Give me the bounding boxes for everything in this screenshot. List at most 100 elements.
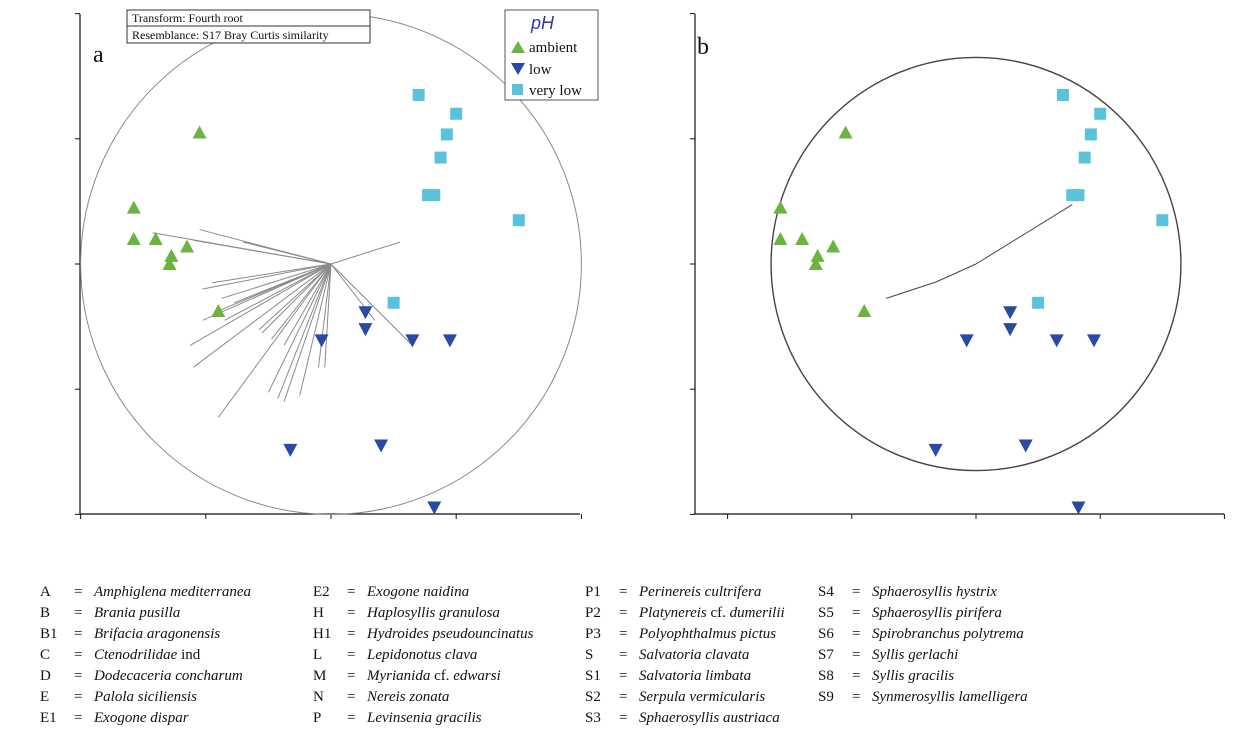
species-name: Serpula vermicularis <box>639 689 766 705</box>
vector-line <box>271 263 332 340</box>
species-code: P <box>313 710 322 726</box>
correlation-circle <box>770 56 1182 472</box>
equals-sign: = <box>347 668 356 684</box>
ambient-point <box>795 231 810 245</box>
vector-line <box>189 263 332 346</box>
low-point <box>1003 306 1018 320</box>
legend-very-low-marker <box>512 84 523 95</box>
species-code: A <box>40 584 51 600</box>
species-key-row: P1 = Perinereis cultrifera <box>585 582 785 603</box>
species-key-row: N = Nereis zonata <box>313 687 534 708</box>
equals-sign: = <box>74 626 83 642</box>
very-low-point <box>1084 128 1097 141</box>
vector-line <box>199 229 332 265</box>
very-low-point <box>1072 189 1085 202</box>
low-point <box>1071 501 1086 515</box>
species-name: Spirobranchus polytrema <box>872 626 1024 642</box>
species-name: Brifacia aragonensis <box>94 626 221 642</box>
very-low-point <box>450 107 463 120</box>
species-qualifier: cf. <box>706 605 730 621</box>
species-key-row: S9 = Synmerosyllis lamelligera <box>818 687 1028 708</box>
equals-sign: = <box>852 668 861 684</box>
low-point <box>928 443 943 457</box>
species-key-row: S7 = Syllis gerlachi <box>818 645 1028 666</box>
ambient-point <box>192 125 207 139</box>
species-code: E1 <box>40 710 57 726</box>
equals-sign: = <box>619 626 628 642</box>
ambient-point <box>773 200 788 214</box>
species-name: Sphaerosyllis pirifera <box>872 605 1002 621</box>
species-key-row: E = Palola siciliensis <box>40 687 251 708</box>
species-key-row: L = Lepidonotus clava <box>313 645 534 666</box>
vector-line <box>217 263 332 418</box>
vector-line <box>202 263 332 321</box>
low-point <box>1018 439 1033 453</box>
ambient-point <box>211 303 226 317</box>
species-name: Sphaerosyllis austriaca <box>639 710 780 726</box>
vector-line <box>193 239 332 265</box>
equals-sign: = <box>619 710 628 726</box>
very-low-point <box>440 128 453 141</box>
species-name: Salvatoria limbata <box>639 668 752 684</box>
species-code: S4 <box>818 584 834 600</box>
low-point <box>283 443 298 457</box>
species-key-row: S2 = Serpula vermicularis <box>585 687 785 708</box>
species-name: Lepidonotus clava <box>367 647 478 663</box>
very-low-point <box>1056 88 1069 101</box>
species-qualifier: ind <box>177 647 201 663</box>
equals-sign: = <box>347 710 356 726</box>
species-name: Nereis zonata <box>367 689 450 705</box>
species-key-row: M = Myrianida cf. edwarsi <box>313 666 534 687</box>
very-low-point <box>512 214 525 227</box>
equals-sign: = <box>74 584 83 600</box>
vector-line <box>935 263 977 283</box>
species-key-column: E2 = Exogone naidina H = Haplosyllis granulos… <box>313 582 534 729</box>
equals-sign: = <box>347 647 356 663</box>
species-name: Salvatoria clavata <box>639 647 750 663</box>
very-low-point <box>434 151 447 164</box>
species-code: S1 <box>585 668 601 684</box>
equals-sign: = <box>619 689 628 705</box>
ambient-point <box>810 248 825 262</box>
low-point <box>314 334 329 348</box>
info-transform: Transform: Fourth root <box>132 11 244 25</box>
species-name: Palola siciliensis <box>94 689 197 705</box>
legend: pH ambient low very low <box>504 9 599 101</box>
low-point <box>427 501 442 515</box>
species-code: B <box>40 605 51 621</box>
vector-line <box>221 263 332 299</box>
equals-sign: = <box>852 584 861 600</box>
species-key-column: P1 = Perinereis cultrifera P2 = Platynereis c… <box>585 582 785 729</box>
species-code: P1 <box>585 584 601 600</box>
low-point <box>1049 334 1064 348</box>
low-point <box>1003 323 1018 337</box>
equals-sign: = <box>852 626 861 642</box>
species-key-row: P2 = Platynereis cf. dumerilii <box>585 603 785 624</box>
panel-b-plot: b <box>690 13 1225 519</box>
species-name: Exogone naidina <box>367 584 470 600</box>
species-key-row: B = Brania pusilla <box>40 603 251 624</box>
species-name: Ctenodrilidae <box>94 647 178 663</box>
species-key-column: S4 = Sphaerosyllis hystrix S5 = Sphaerosyllis… <box>818 582 1028 708</box>
species-code: C <box>40 647 51 663</box>
vector-line <box>975 204 1073 265</box>
species-code: P3 <box>585 626 601 642</box>
equals-sign: = <box>619 584 628 600</box>
species-code: H <box>313 605 324 621</box>
legend-title: pH <box>530 13 555 33</box>
ambient-point <box>826 239 841 253</box>
species-name: Amphiglena mediterranea <box>94 584 252 600</box>
legend-ambient-label: ambient <box>529 40 578 56</box>
species-key-row: S4 = Sphaerosyllis hystrix <box>818 582 1028 603</box>
very-low-point <box>1156 214 1169 227</box>
species-name: Synmerosyllis lamelligera <box>872 689 1028 705</box>
ambient-point <box>808 257 823 270</box>
species-name: Perinereis cultrifera <box>639 584 762 600</box>
species-epithet: dumerilii <box>729 605 785 621</box>
low-point <box>358 323 373 337</box>
species-code: S3 <box>585 710 601 726</box>
species-code: P2 <box>585 605 601 621</box>
species-code: L <box>313 647 323 663</box>
species-name: Levinsenia gracilis <box>367 710 482 726</box>
